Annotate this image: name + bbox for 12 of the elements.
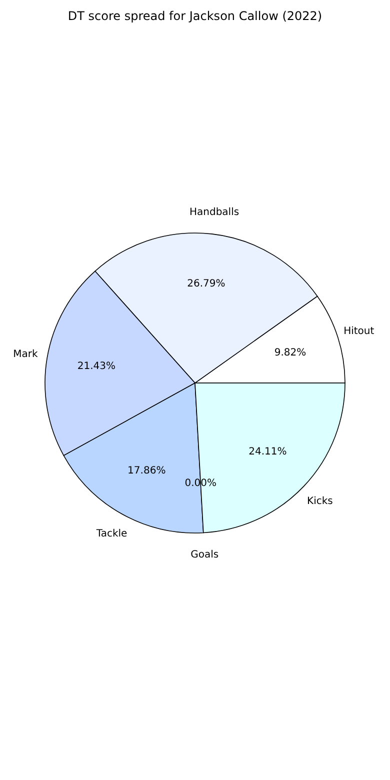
slice-label: Mark bbox=[13, 349, 38, 360]
data-label: 17.86% bbox=[128, 466, 166, 477]
data-label: 21.43% bbox=[77, 361, 116, 372]
category-label: Goals bbox=[190, 550, 219, 561]
slice-label: Tackle bbox=[95, 528, 128, 540]
data-label: 9.82% bbox=[274, 348, 306, 359]
slice-label: Handballs bbox=[189, 207, 240, 218]
chart-title: DT score spread for Jackson Callow (2022) bbox=[68, 9, 322, 23]
data-label: 24.11% bbox=[248, 446, 287, 458]
slice-label: Hitout bbox=[344, 326, 374, 337]
slice-label: Kicks bbox=[307, 496, 333, 508]
data-label: 26.79% bbox=[187, 278, 226, 290]
